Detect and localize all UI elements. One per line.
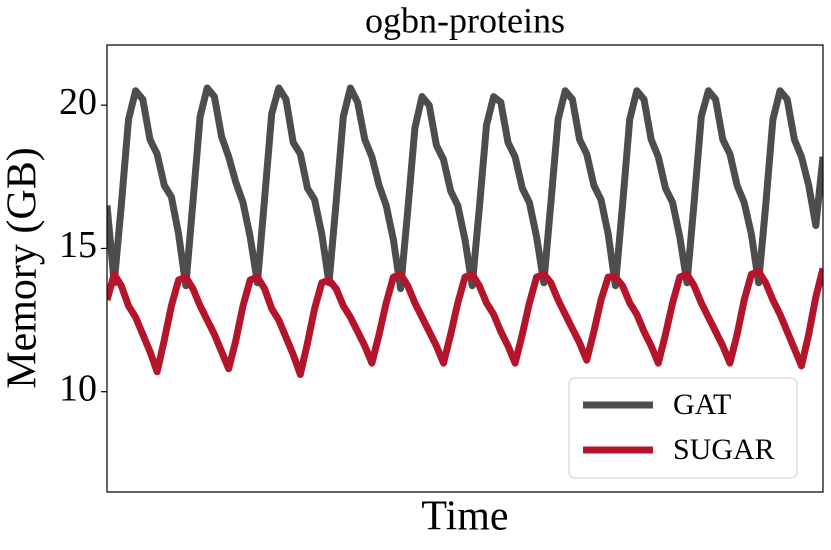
legend-label: SUGAR: [673, 433, 775, 466]
x-axis-label: Time: [421, 494, 508, 540]
y-tick-label: 10: [59, 367, 97, 409]
series-line: [107, 267, 823, 378]
plot-frame: [106, 44, 824, 493]
chart-title: ogbn-proteins: [365, 0, 565, 40]
y-axis-label: Memory (GB): [0, 147, 46, 388]
series-line: [107, 84, 823, 293]
legend-label: GAT: [673, 388, 731, 421]
y-tick-label: 15: [59, 224, 97, 266]
y-tick-label: 20: [59, 81, 97, 123]
